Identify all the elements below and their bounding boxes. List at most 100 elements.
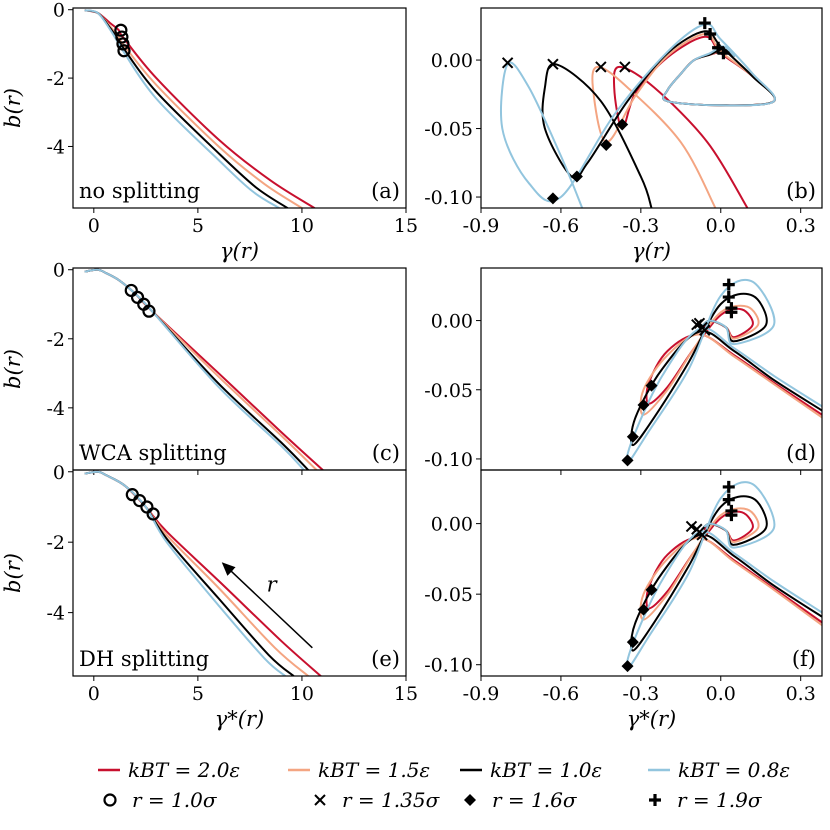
legend: kBT = 2.0ε kBT = 1.5ε kBT = 1.0ε kBT = 0.8ε…: [98, 758, 790, 812]
marker-diamond: [626, 430, 639, 443]
marker-circle: [115, 30, 129, 44]
panel-tag: (d): [786, 441, 816, 465]
series-group: [621, 480, 822, 673]
y-tick-label: -2: [46, 329, 65, 351]
marker-diamond: [570, 170, 583, 183]
y-axis-label: b(r): [1, 553, 25, 593]
marker-diamond: [616, 118, 629, 131]
marker-diamond: [645, 583, 658, 596]
x-tick-label: -0.3: [623, 215, 660, 237]
series-line-kT0.8: [84, 470, 287, 676]
arrow-label: r: [267, 573, 279, 597]
panel-tag: (f): [792, 647, 816, 671]
marker-circle: [116, 37, 130, 51]
marker-x: [595, 61, 607, 73]
series-line-kT0.8: [625, 278, 822, 465]
y-tick-label: -0.10: [424, 449, 473, 471]
x-tick-label: 0.0: [706, 683, 736, 705]
series-group: [500, 17, 777, 208]
series-line-kT0.8: [84, 268, 305, 470]
legend-marker-circle: [103, 793, 117, 807]
x-tick-label: -0.3: [623, 683, 660, 705]
series-line-kT0.8: [84, 9, 280, 208]
y-tick-label: -0.05: [424, 380, 473, 402]
y-tick-label: -0.10: [424, 187, 473, 209]
y-tick-label: -4: [46, 136, 65, 158]
y-tick-label: -2: [46, 68, 65, 90]
axes-frame: [72, 267, 407, 471]
panel-e: 0 5 10 15 0 -2 -4 γ*(r) b(r) (e) DH splitting r: [1, 462, 418, 731]
series-line-kT1.0: [630, 292, 822, 447]
marker-plus: [725, 306, 738, 319]
marker-circle: [142, 304, 156, 318]
x-tick-label: 0.3: [786, 683, 816, 705]
panel-a: 0 5 10 15 0 -2 -4 γ(r) b(r) (a) no splitting: [1, 0, 418, 263]
legend-marker-diamond: [464, 794, 476, 806]
marker-diamond: [621, 454, 634, 467]
x-axis-label: γ*(r): [215, 707, 264, 731]
x-tick-label: 15: [394, 683, 418, 705]
marker-plus: [725, 509, 738, 522]
legend-label: r = 1.6σ: [492, 788, 578, 812]
x-tick-label: 0.3: [786, 215, 816, 237]
x-tick-label: 0: [88, 215, 100, 237]
marker-x: [547, 58, 559, 70]
panel-f: -0.9 -0.6 -0.3 0.0 0.3 0.00 -0.05 -0.10 γ*(r) (f): [424, 469, 823, 731]
marker-plus: [722, 291, 735, 304]
legend-label: r = 1.35σ: [342, 788, 441, 812]
legend-label: kBT = 0.8ε: [678, 758, 790, 782]
panel-tag: (a): [371, 179, 400, 203]
axes-frame: [480, 267, 823, 471]
series-line-kT2.0: [612, 35, 777, 208]
panel-c: 0 -2 -4 b(r) (c) WCA splitting: [1, 260, 407, 475]
marker-diamond: [637, 603, 650, 616]
panel-d: 0.00 -0.05 -0.10 (d): [424, 267, 823, 475]
marker-x: [501, 57, 514, 69]
series-group: [84, 470, 322, 676]
panel-note: DH splitting: [79, 647, 209, 671]
marker-plus: [717, 47, 730, 60]
marker-x: [696, 529, 708, 541]
y-tick-label: 0.00: [431, 50, 473, 72]
series-line-kT1.5: [84, 268, 318, 470]
legend-label: r = 1.0σ: [132, 788, 218, 812]
series-line-kT1.0: [84, 470, 295, 676]
marker-diamond: [626, 636, 639, 649]
x-tick-label: 15: [394, 215, 418, 237]
marker-plus: [722, 278, 735, 291]
marker-circle: [117, 44, 131, 58]
marker-diamond: [645, 379, 658, 392]
panel-tag: (c): [372, 441, 400, 465]
marker-x: [699, 324, 711, 336]
y-axis-label: b(r): [1, 88, 25, 128]
legend-marker-plus: [649, 794, 661, 806]
y-tick-label: -0.10: [424, 655, 473, 677]
marker-diamond: [600, 138, 613, 151]
marker-plus: [704, 28, 717, 41]
y-tick-label: -0.05: [424, 584, 473, 606]
y-tick-label: 0.00: [431, 514, 473, 536]
y-axis-label: b(r): [1, 349, 25, 389]
series-group: [84, 9, 316, 208]
marker-diamond: [637, 398, 650, 411]
marker-plus: [722, 493, 735, 506]
series-line-kT1.0: [630, 495, 822, 652]
y-tick-label: 0: [53, 260, 65, 282]
series-group: [84, 268, 324, 470]
legend-label: kBT = 1.0ε: [490, 758, 602, 782]
axes-frame: [480, 7, 823, 209]
series-group: [621, 278, 822, 467]
marker-x: [685, 520, 698, 533]
marker-x: [619, 61, 631, 73]
legend-label: kBT = 2.0ε: [128, 758, 240, 782]
y-tick-label: 0: [53, 462, 65, 484]
legend-label: kBT = 1.5ε: [318, 758, 430, 782]
x-tick-label: 0.0: [706, 215, 736, 237]
y-tick-label: -2: [46, 532, 65, 554]
x-tick-label: 10: [290, 215, 314, 237]
y-tick-label: 0.00: [431, 311, 473, 333]
legend-label: r = 1.9σ: [677, 788, 763, 812]
marker-diamond: [621, 660, 634, 673]
x-axis-label: γ(r): [220, 239, 259, 263]
direction-arrow: [221, 562, 313, 649]
